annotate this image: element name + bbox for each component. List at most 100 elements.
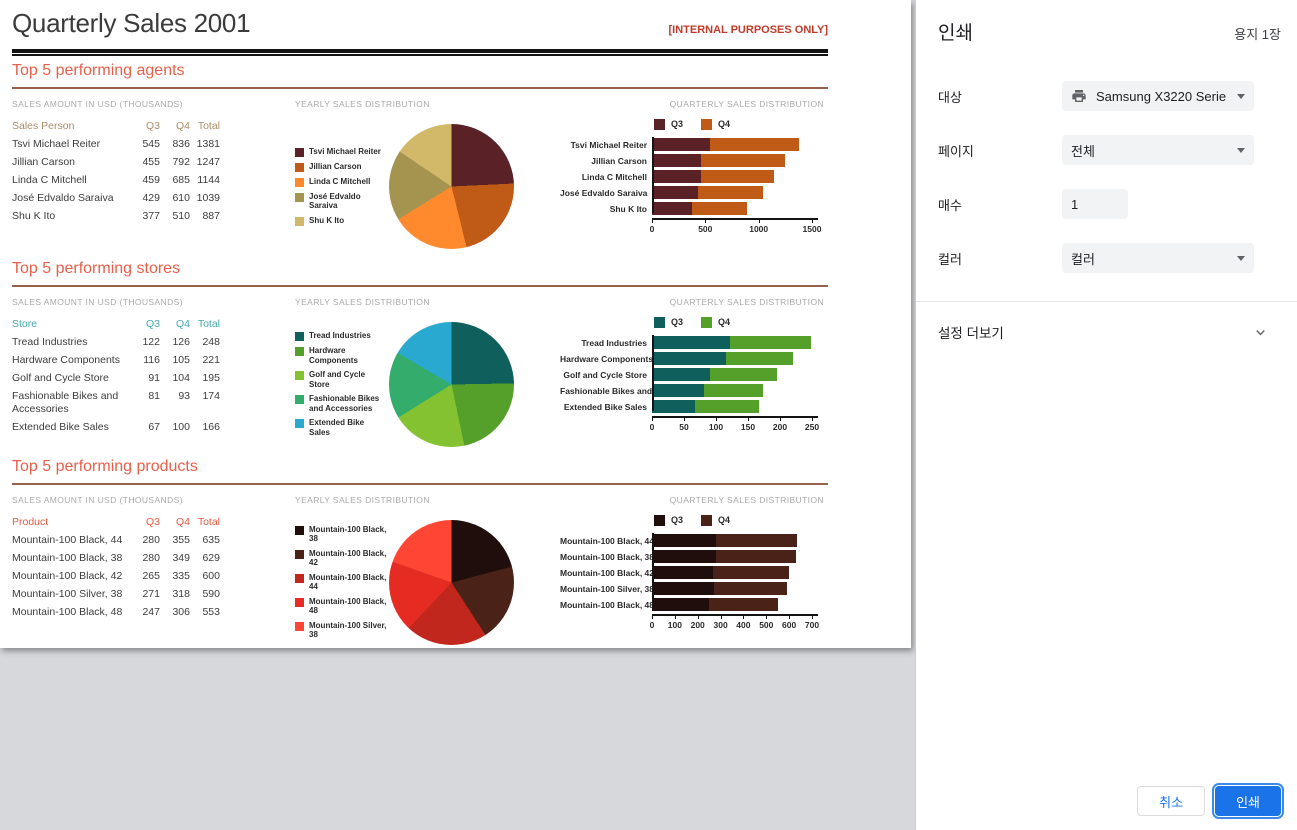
bar-segment-q3 (652, 550, 716, 563)
bar-legend: Q3 Q4 (654, 316, 818, 328)
table-cell: 459 (142, 174, 160, 186)
table-cell: 221 (202, 354, 220, 366)
legend-swatch (295, 549, 304, 559)
bar-segment-q3 (652, 202, 693, 215)
report-header: Quarterly Sales 2001 [INTERNAL PURPOSES … (12, 8, 828, 48)
tick-mark (674, 614, 676, 619)
bar-row: Hardware Components (560, 352, 818, 365)
legend-item: Tread Industries (295, 331, 387, 341)
bar-category-label: Mountain-100 Black, 48 (560, 599, 652, 610)
table-cell: 510 (172, 210, 190, 222)
bar-category-label: José Edvaldo Saraiva (560, 187, 648, 198)
sales-table: Product Q3 Q4 Total Mountain-100 Black, 44 28… (12, 516, 224, 624)
legend-item: Mountain-100 Black, 38 (295, 525, 387, 544)
tick-mark (789, 614, 791, 619)
legend-label: Q3 (671, 317, 684, 327)
pie-column-label: YEARLY SALES DISTRIBUTION (295, 495, 430, 505)
table-cell: 455 (142, 156, 160, 168)
legend-swatch (295, 162, 304, 172)
legend-swatch (654, 316, 665, 328)
bar-category-label: Mountain-100 Silver, 38 (560, 583, 652, 594)
legend-item: Extended Bike Sales (295, 418, 387, 437)
bar-segment-q3 (652, 336, 731, 349)
bar-track (652, 598, 779, 611)
table-header-cell: Total (197, 120, 220, 132)
legend-item: Mountain-100 Black, 42 (295, 549, 387, 568)
section-heading: Top 5 performing agents (12, 62, 185, 79)
bar-track (652, 550, 796, 563)
print-button[interactable]: 인쇄 (1215, 786, 1281, 816)
bar-segment-q3 (652, 138, 711, 151)
table-header-row: Store Q3 Q4 Total (12, 318, 224, 331)
bar-rows: Tsvi Michael Reiter Jillian Carson Linda C… (560, 137, 818, 215)
bar-segment-q3 (652, 534, 716, 547)
tick-mark (748, 416, 749, 421)
color-label: 컬러 (938, 251, 962, 267)
tick-mark (812, 614, 813, 619)
more-settings-label: 설정 더보기 (938, 326, 1004, 341)
section-heading: Top 5 performing products (12, 458, 198, 475)
bar-segment-q3 (652, 170, 701, 183)
legend-swatch (654, 514, 665, 526)
copies-input[interactable] (1071, 196, 1119, 212)
copies-field-wrap (1062, 189, 1128, 219)
print-preview-area: Quarterly Sales 2001 [INTERNAL PURPOSES … (0, 0, 915, 830)
table-cell: 355 (172, 534, 190, 546)
table-cell: Tsvi Michael Reiter (12, 138, 101, 150)
legend-label: Shu K Ito (309, 215, 345, 225)
tick-label: 0 (649, 620, 655, 630)
bar-row: Mountain-100 Silver, 38 (560, 582, 818, 595)
tick-mark (758, 218, 760, 223)
legend-label: Mountain-100 Black, 42 (309, 548, 387, 568)
bar-track (652, 400, 759, 413)
x-axis-line (652, 614, 818, 616)
table-cell: 685 (172, 174, 190, 186)
bar-segment-q4 (712, 566, 790, 579)
bar-chart: Q3 Q4 Tread Industries Hardware Components G… (560, 316, 819, 432)
table-header-cell: Store (12, 318, 38, 330)
color-select[interactable]: 컬러 (1062, 243, 1254, 273)
print-dialog-panel: 인쇄 용지 1장 대상 Samsung X3220 Serie 페이지 전체 매… (915, 0, 1297, 830)
legend-swatch (295, 597, 304, 607)
bar-segment-q3 (652, 400, 695, 413)
bar-category-label: Mountain-100 Black, 44 (560, 535, 652, 546)
legend-label: Fashionable Bikes and Accessories (309, 394, 380, 413)
color-row: 컬러 컬러 (938, 243, 1275, 273)
destination-select[interactable]: Samsung X3220 Serie (1062, 81, 1254, 111)
bar-column-label: QUARTERLY SALES DISTRIBUTION (669, 99, 824, 109)
legend-swatch (701, 118, 713, 130)
pie-column-label: YEARLY SALES DISTRIBUTION (295, 99, 430, 109)
legend-label: Q4 (718, 515, 731, 525)
cancel-button[interactable]: 취소 (1137, 786, 1206, 816)
legend-item: Tsvi Michael Reiter (295, 147, 387, 157)
table-cell: Jillian Carson (12, 156, 76, 168)
pages-select[interactable]: 전체 (1062, 135, 1254, 165)
table-column-label: SALES AMOUNT IN USD (THOUSANDS) (12, 297, 183, 307)
bar-category-label: Golf and Cycle Store (563, 369, 647, 380)
bar-category-label: Extended Bike Sales (563, 401, 647, 412)
tick-label: 600 (782, 620, 797, 630)
legend-label: Tsvi Michael Reiter (309, 146, 381, 156)
more-settings-toggle[interactable]: 설정 더보기 (916, 302, 1297, 342)
table-column-label: SALES AMOUNT IN USD (THOUSANDS) (12, 99, 183, 109)
legend-swatch (701, 316, 713, 328)
table-row: Extended Bike Sales 67 100 166 (12, 421, 224, 434)
x-axis-line (652, 218, 818, 220)
section-heading: Top 5 performing stores (12, 260, 181, 277)
table-cell: 67 (148, 421, 160, 433)
bar-column-label: QUARTERLY SALES DISTRIBUTION (669, 495, 824, 505)
legend-item: Golf and Cycle Store (295, 370, 387, 389)
table-row: Mountain-100 Black, 44 280 355 635 (12, 534, 224, 547)
destination-row: 대상 Samsung X3220 Serie (938, 81, 1275, 111)
section-top-products: Top 5 performing products SALES AMOUNT I… (0, 458, 911, 648)
bar-row: Jillian Carson (560, 154, 818, 167)
table-cell: 104 (172, 372, 190, 384)
title-divider (12, 49, 828, 56)
table-cell: 81 (148, 390, 160, 402)
bar-segment-q4 (701, 170, 775, 183)
table-cell: 280 (142, 534, 160, 546)
bar-segment-q3 (652, 582, 714, 595)
bar-row: Linda C Mitchell (560, 170, 818, 183)
tick-label: 50 (679, 422, 689, 432)
